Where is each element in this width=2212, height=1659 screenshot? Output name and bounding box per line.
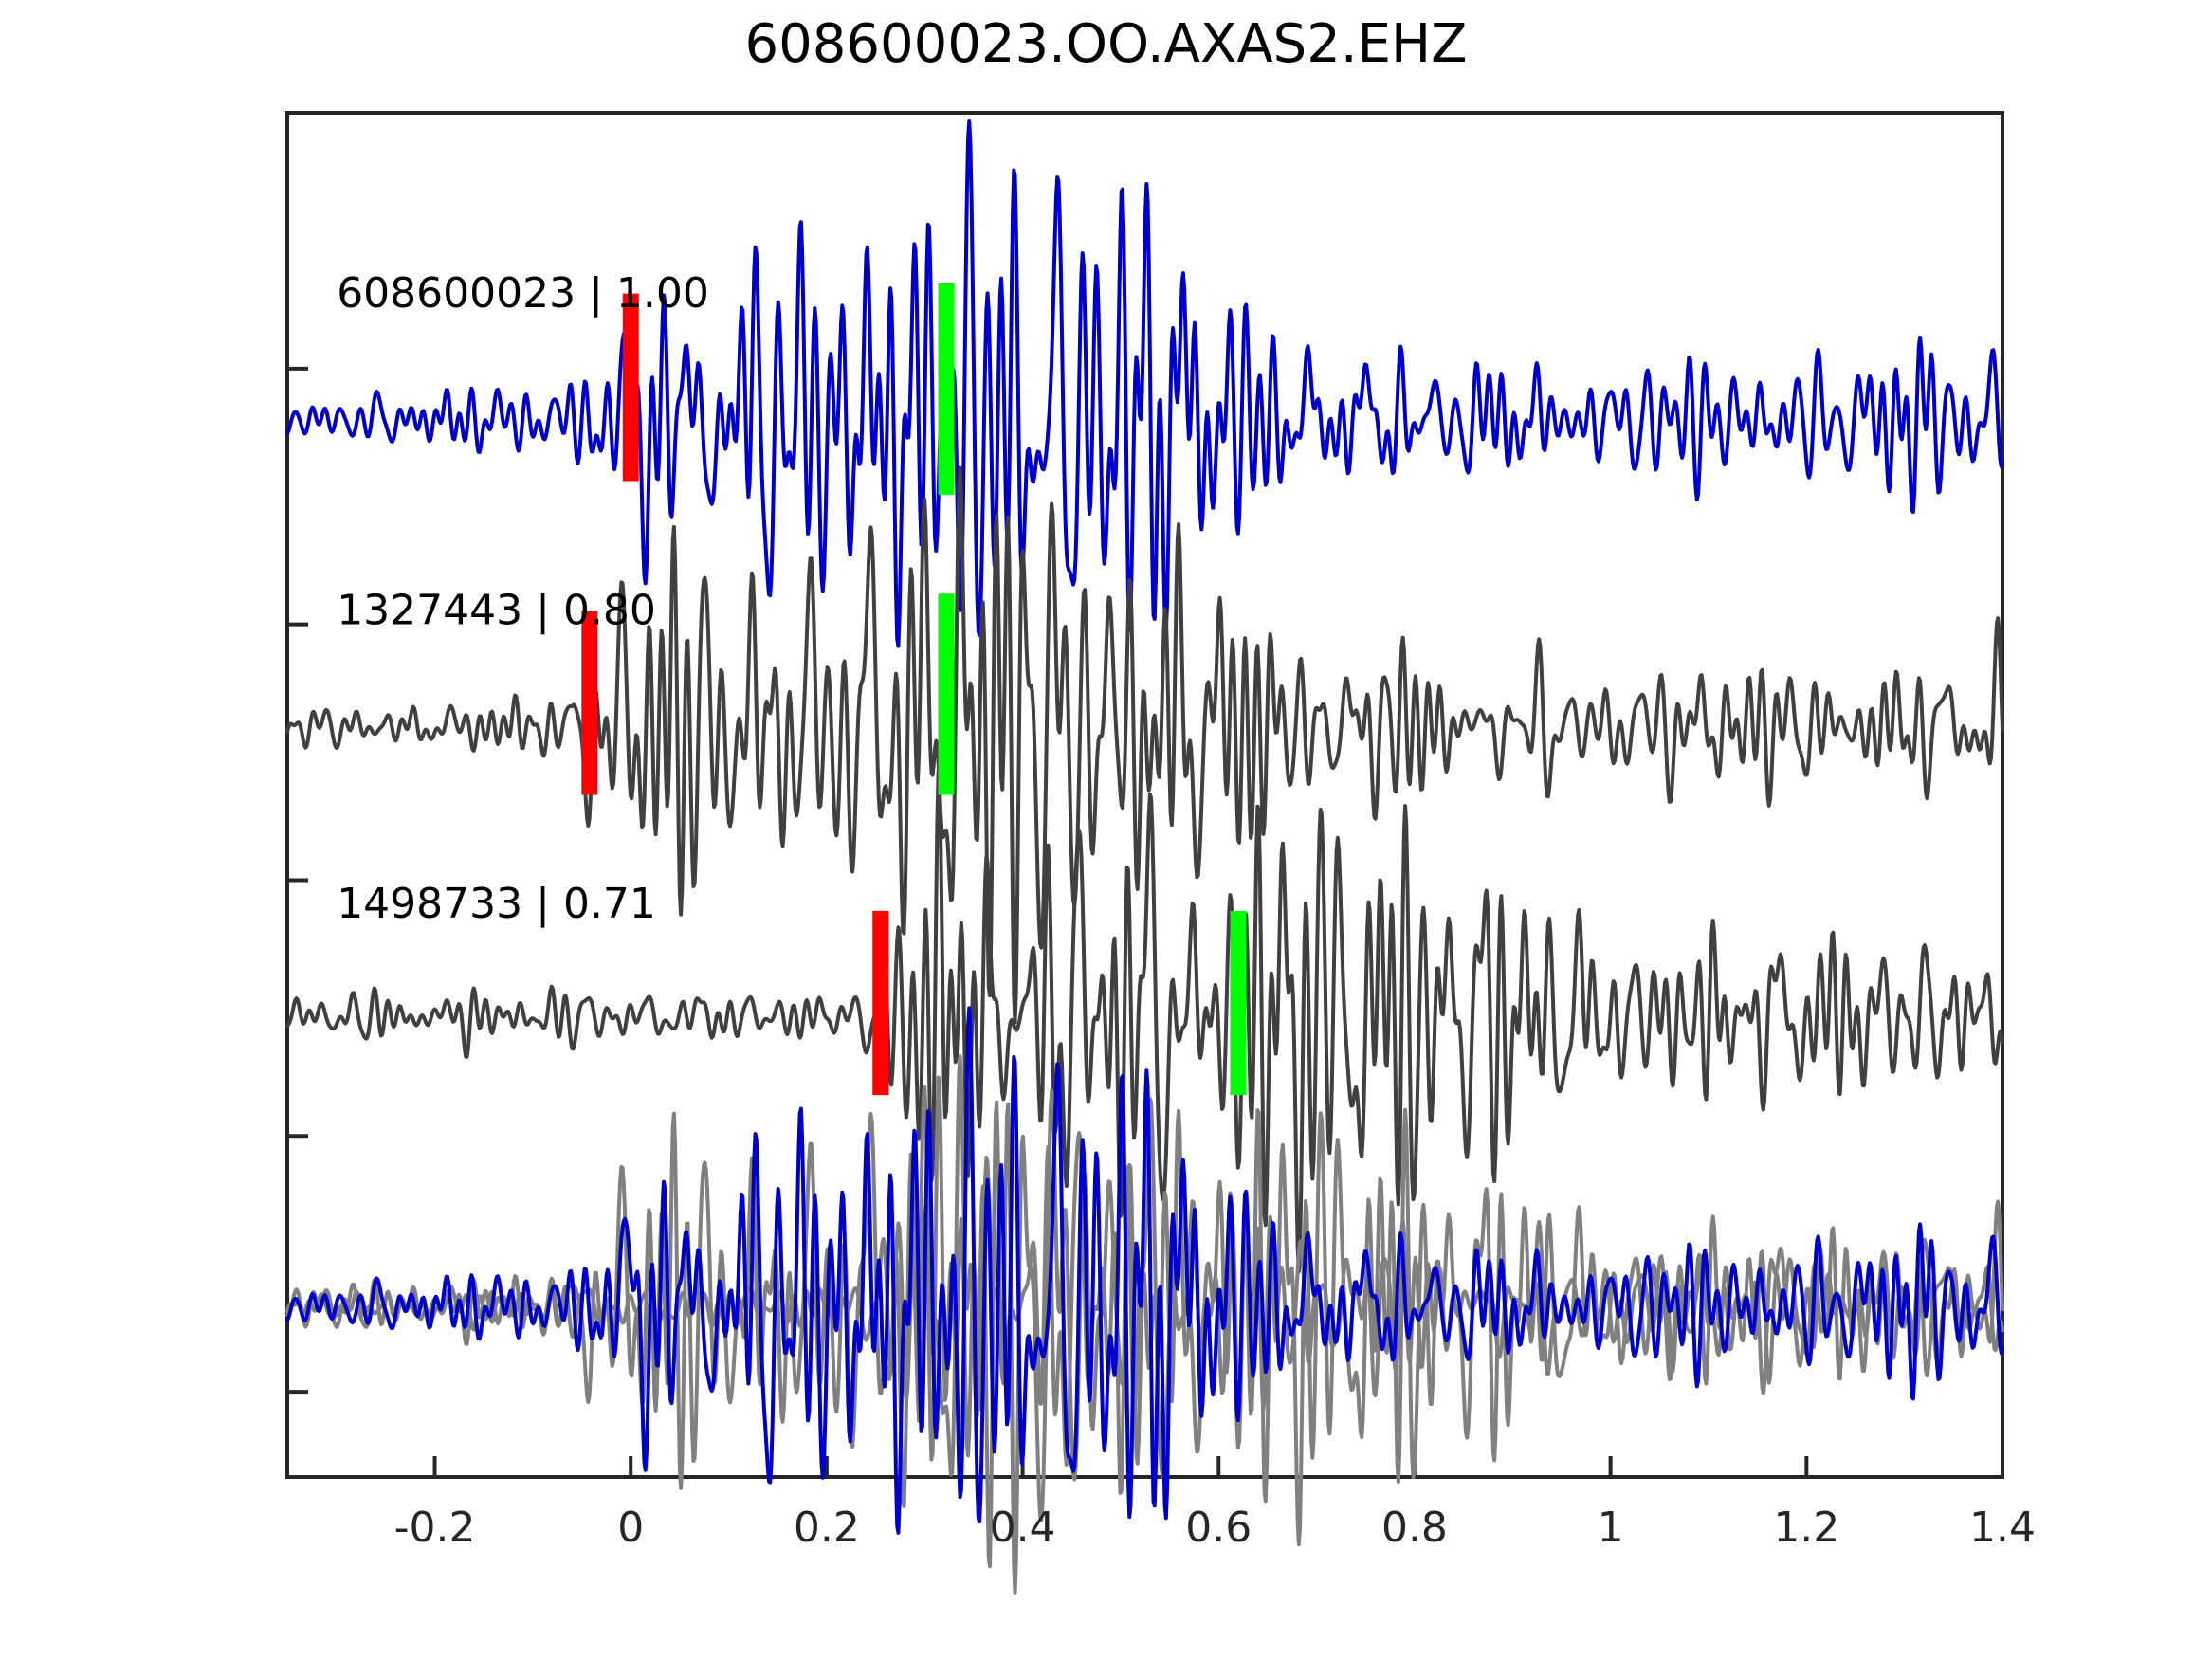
x-tick-label: 0.2 <box>794 1504 860 1552</box>
x-tick-label: 1 <box>1598 1504 1624 1552</box>
x-axis-tick-labels: -0.2 0 0.2 0.4 0.6 0.8 1 1.2 1.4 <box>394 1504 2036 1552</box>
trace-label-2: 1327443 | 0.80 <box>337 587 656 635</box>
page-title: 608600023.OO.AXAS2.EHZ <box>744 13 1468 75</box>
axes-frame <box>285 111 2004 1479</box>
waveform-trace-3 <box>285 769 2004 1274</box>
x-tick-label: 0.6 <box>1185 1504 1252 1552</box>
trace-labels: 608600023 | 1.00 1327443 | 0.80 1498733 | … <box>337 269 709 928</box>
overlay-template <box>285 1006 2004 1535</box>
axes-rectangle <box>285 111 2004 1479</box>
waveform-trace-1 <box>285 119 2004 648</box>
pick-markers <box>581 283 1247 1096</box>
x-tick-label: 0 <box>617 1504 644 1552</box>
x-tick-label: -0.2 <box>394 1504 476 1552</box>
overlay-match-2 <box>285 1075 2004 1547</box>
trace-label-1: 608600023 | 1.00 <box>337 269 709 318</box>
x-tick-label: 1.4 <box>1969 1504 2036 1552</box>
waveform-traces <box>285 119 2004 1595</box>
trace-label-3: 1498733 | 0.71 <box>337 880 656 928</box>
x-tick-label: 0.8 <box>1381 1504 1448 1552</box>
x-tick-label: 1.2 <box>1773 1504 1839 1552</box>
x-tick-label: 0.4 <box>990 1504 1056 1552</box>
waveform-trace-2 <box>285 465 2004 1025</box>
